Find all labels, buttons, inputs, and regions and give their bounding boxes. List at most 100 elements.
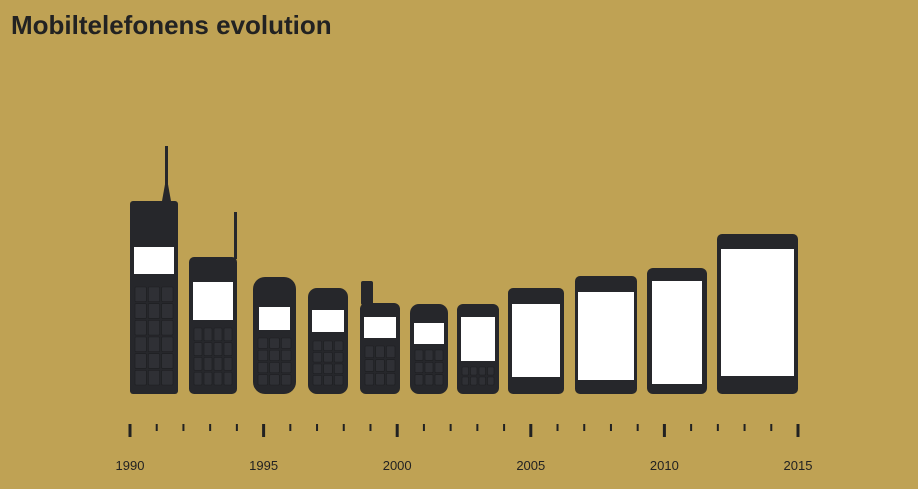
minor-tick bbox=[235, 424, 238, 431]
keypad-key bbox=[203, 371, 213, 386]
antenna-base-icon bbox=[162, 176, 171, 201]
keypad-key bbox=[161, 303, 174, 319]
major-tick bbox=[796, 424, 800, 437]
page-title: Mobiltelefonens evolution bbox=[11, 10, 332, 40]
minor-tick bbox=[503, 424, 506, 431]
keypad-key bbox=[487, 376, 495, 386]
major-tick bbox=[662, 424, 666, 437]
phone-stub-antenna bbox=[360, 281, 400, 394]
keypad-key bbox=[386, 359, 396, 372]
minor-tick bbox=[583, 424, 586, 431]
keypad-key bbox=[193, 342, 203, 356]
minor-tick bbox=[342, 424, 345, 431]
keypad-key bbox=[414, 374, 424, 386]
keypad-key bbox=[434, 349, 444, 361]
keypad-key bbox=[334, 352, 344, 363]
keypad-key bbox=[323, 363, 333, 374]
keypad-key bbox=[414, 349, 424, 361]
keypad-key bbox=[148, 353, 160, 369]
keypad-key bbox=[148, 303, 160, 319]
keypad-key bbox=[364, 359, 374, 372]
keypad-key bbox=[470, 376, 478, 386]
keypad-key bbox=[161, 353, 174, 369]
keypad-key bbox=[203, 342, 213, 356]
year-label: 2015 bbox=[783, 458, 813, 473]
major-tick bbox=[395, 424, 399, 437]
phone-touch-1 bbox=[508, 288, 564, 394]
phone-screen bbox=[193, 282, 233, 320]
major-tick bbox=[128, 424, 132, 437]
keypad-key bbox=[148, 370, 160, 386]
year-label: 1995 bbox=[249, 458, 279, 473]
minor-tick bbox=[182, 424, 185, 431]
minor-tick bbox=[289, 424, 292, 431]
keypad-key bbox=[134, 303, 147, 319]
minor-tick bbox=[155, 424, 158, 431]
antenna-icon bbox=[234, 212, 237, 259]
keypad-key bbox=[334, 340, 344, 351]
phone-screen bbox=[578, 292, 634, 380]
minor-tick bbox=[690, 424, 693, 431]
keypad-key bbox=[487, 366, 495, 376]
minor-tick bbox=[476, 424, 479, 431]
keypad-key bbox=[312, 340, 322, 351]
keypad-key bbox=[312, 352, 322, 363]
keypad-key bbox=[424, 374, 434, 386]
keypad-key bbox=[257, 337, 268, 349]
phone-compact bbox=[410, 304, 448, 394]
keypad-key bbox=[269, 374, 280, 386]
keypad-key bbox=[193, 327, 203, 342]
keypad-key bbox=[161, 320, 174, 336]
minor-tick bbox=[770, 424, 773, 431]
keypad-key bbox=[213, 371, 223, 386]
year-label: 2000 bbox=[382, 458, 412, 473]
keypad-key bbox=[334, 375, 344, 386]
keypad-key bbox=[281, 362, 292, 374]
keypad-key bbox=[434, 374, 444, 386]
minor-tick bbox=[743, 424, 746, 431]
keypad-key bbox=[213, 327, 223, 342]
keypad-key bbox=[223, 327, 233, 342]
keypad-key bbox=[281, 337, 292, 349]
phone-screen bbox=[721, 249, 794, 376]
keypad-key bbox=[257, 349, 268, 361]
minor-tick bbox=[556, 424, 559, 431]
keypad-key bbox=[461, 376, 469, 386]
keypad-key bbox=[323, 375, 333, 386]
keypad-key bbox=[148, 336, 160, 352]
keypad-key bbox=[424, 349, 434, 361]
minor-tick bbox=[422, 424, 425, 431]
keypad-key bbox=[281, 374, 292, 386]
keypad-key bbox=[386, 345, 396, 358]
keypad-key bbox=[223, 342, 233, 356]
minor-tick bbox=[449, 424, 452, 431]
keypad-key bbox=[223, 371, 233, 386]
phone-rounded-1 bbox=[253, 277, 296, 394]
keypad-key bbox=[323, 340, 333, 351]
phone-brick bbox=[130, 146, 178, 394]
minor-tick bbox=[636, 424, 639, 431]
keypad-key bbox=[461, 366, 469, 376]
keypad-key bbox=[203, 327, 213, 342]
minor-tick bbox=[716, 424, 719, 431]
keypad-key bbox=[148, 320, 160, 336]
keypad-key bbox=[334, 363, 344, 374]
antenna-icon bbox=[165, 146, 168, 203]
keypad-key bbox=[312, 363, 322, 374]
phone-screen bbox=[312, 310, 344, 332]
keypad-key bbox=[386, 373, 396, 386]
keypad-key bbox=[213, 357, 223, 371]
keypad-key bbox=[470, 366, 478, 376]
keypad-key bbox=[148, 286, 160, 302]
keypad-key bbox=[203, 357, 213, 371]
year-label: 2010 bbox=[649, 458, 679, 473]
phone-screen bbox=[652, 281, 702, 384]
keypad-key bbox=[134, 320, 147, 336]
timeline-axis bbox=[128, 424, 800, 437]
phone-screen bbox=[461, 317, 495, 361]
phones-layer bbox=[130, 146, 798, 394]
stub-antenna-icon bbox=[361, 281, 373, 305]
keypad-key bbox=[269, 349, 280, 361]
keypad-key bbox=[134, 370, 147, 386]
keypad-key bbox=[375, 373, 385, 386]
